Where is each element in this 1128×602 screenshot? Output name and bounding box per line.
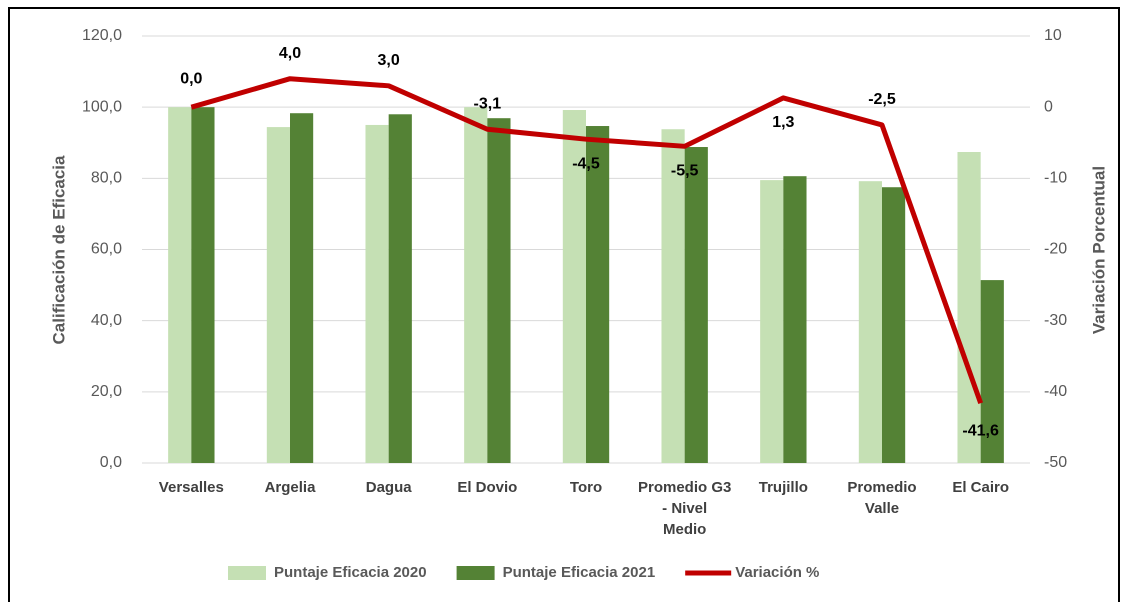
data-label: -3,1 xyxy=(474,95,502,112)
bar xyxy=(562,110,586,463)
y-tick-label: 60,0 xyxy=(91,241,122,258)
y-tick-label: 120,0 xyxy=(82,27,122,44)
bar xyxy=(464,107,488,464)
data-label: -5,5 xyxy=(671,163,699,180)
x-tick-label: Versalles xyxy=(159,479,224,496)
legend-swatch xyxy=(456,566,495,580)
bar xyxy=(365,124,389,463)
data-label: 1,3 xyxy=(772,114,794,131)
chart-frame xyxy=(8,7,1120,602)
data-label: 4,0 xyxy=(279,45,301,62)
y-tick-label: 20,0 xyxy=(91,383,122,400)
y2-tick-label: -50 xyxy=(1044,454,1067,471)
bar xyxy=(684,147,708,463)
bar xyxy=(191,107,215,464)
x-tick-label: Promedio G3- Nivel Medio xyxy=(638,479,731,538)
y2-axis-title: Variación Porcentual xyxy=(1089,166,1108,334)
y-tick-label: 100,0 xyxy=(82,98,122,115)
x-tick-label: Trujillo xyxy=(759,479,808,496)
bar xyxy=(980,280,1004,463)
bar xyxy=(586,126,610,464)
y-tick-label: 40,0 xyxy=(91,312,122,329)
bar xyxy=(266,127,290,464)
bar xyxy=(487,118,511,463)
bar xyxy=(290,113,314,464)
line-series xyxy=(190,76,984,405)
legend-label: Puntaje Eficacia 2021 xyxy=(503,564,656,581)
y-axis-title: Calificación de Eficacia xyxy=(49,155,68,345)
bar xyxy=(760,180,784,464)
y2-tick-label: -40 xyxy=(1044,383,1067,400)
x-tick-label: El Dovio xyxy=(457,479,517,496)
bar xyxy=(858,181,882,463)
y-tick-label: 0,0 xyxy=(100,454,122,471)
bar xyxy=(783,176,807,463)
data-label: 3,0 xyxy=(378,52,400,69)
x-tick-label: Promedio Valle xyxy=(847,479,916,517)
data-label: -2,5 xyxy=(868,91,896,108)
bar xyxy=(388,114,412,464)
data-label: 0,0 xyxy=(180,70,202,87)
y2-tick-label: 0 xyxy=(1044,98,1053,115)
legend-label: Puntaje Eficacia 2020 xyxy=(274,564,427,581)
x-tick-label: Dagua xyxy=(366,479,413,496)
bar xyxy=(957,152,981,464)
data-label: -4,5 xyxy=(572,155,600,172)
bar xyxy=(661,129,685,463)
bar xyxy=(882,187,906,463)
x-tick-label: Argelia xyxy=(265,479,317,496)
legend-swatch xyxy=(228,566,266,580)
x-tick-label: El Cairo xyxy=(952,479,1009,496)
bar xyxy=(168,107,192,464)
data-label: -41,6 xyxy=(962,422,999,439)
y-tick-label: 80,0 xyxy=(91,170,122,187)
x-tick-label: Toro xyxy=(570,479,602,496)
y2-tick-label: -10 xyxy=(1044,170,1067,187)
y2-tick-label: -30 xyxy=(1044,312,1067,329)
y2-tick-label: 10 xyxy=(1044,27,1062,44)
legend-label: Variación % xyxy=(735,564,819,581)
y2-tick-label: -20 xyxy=(1044,241,1067,258)
